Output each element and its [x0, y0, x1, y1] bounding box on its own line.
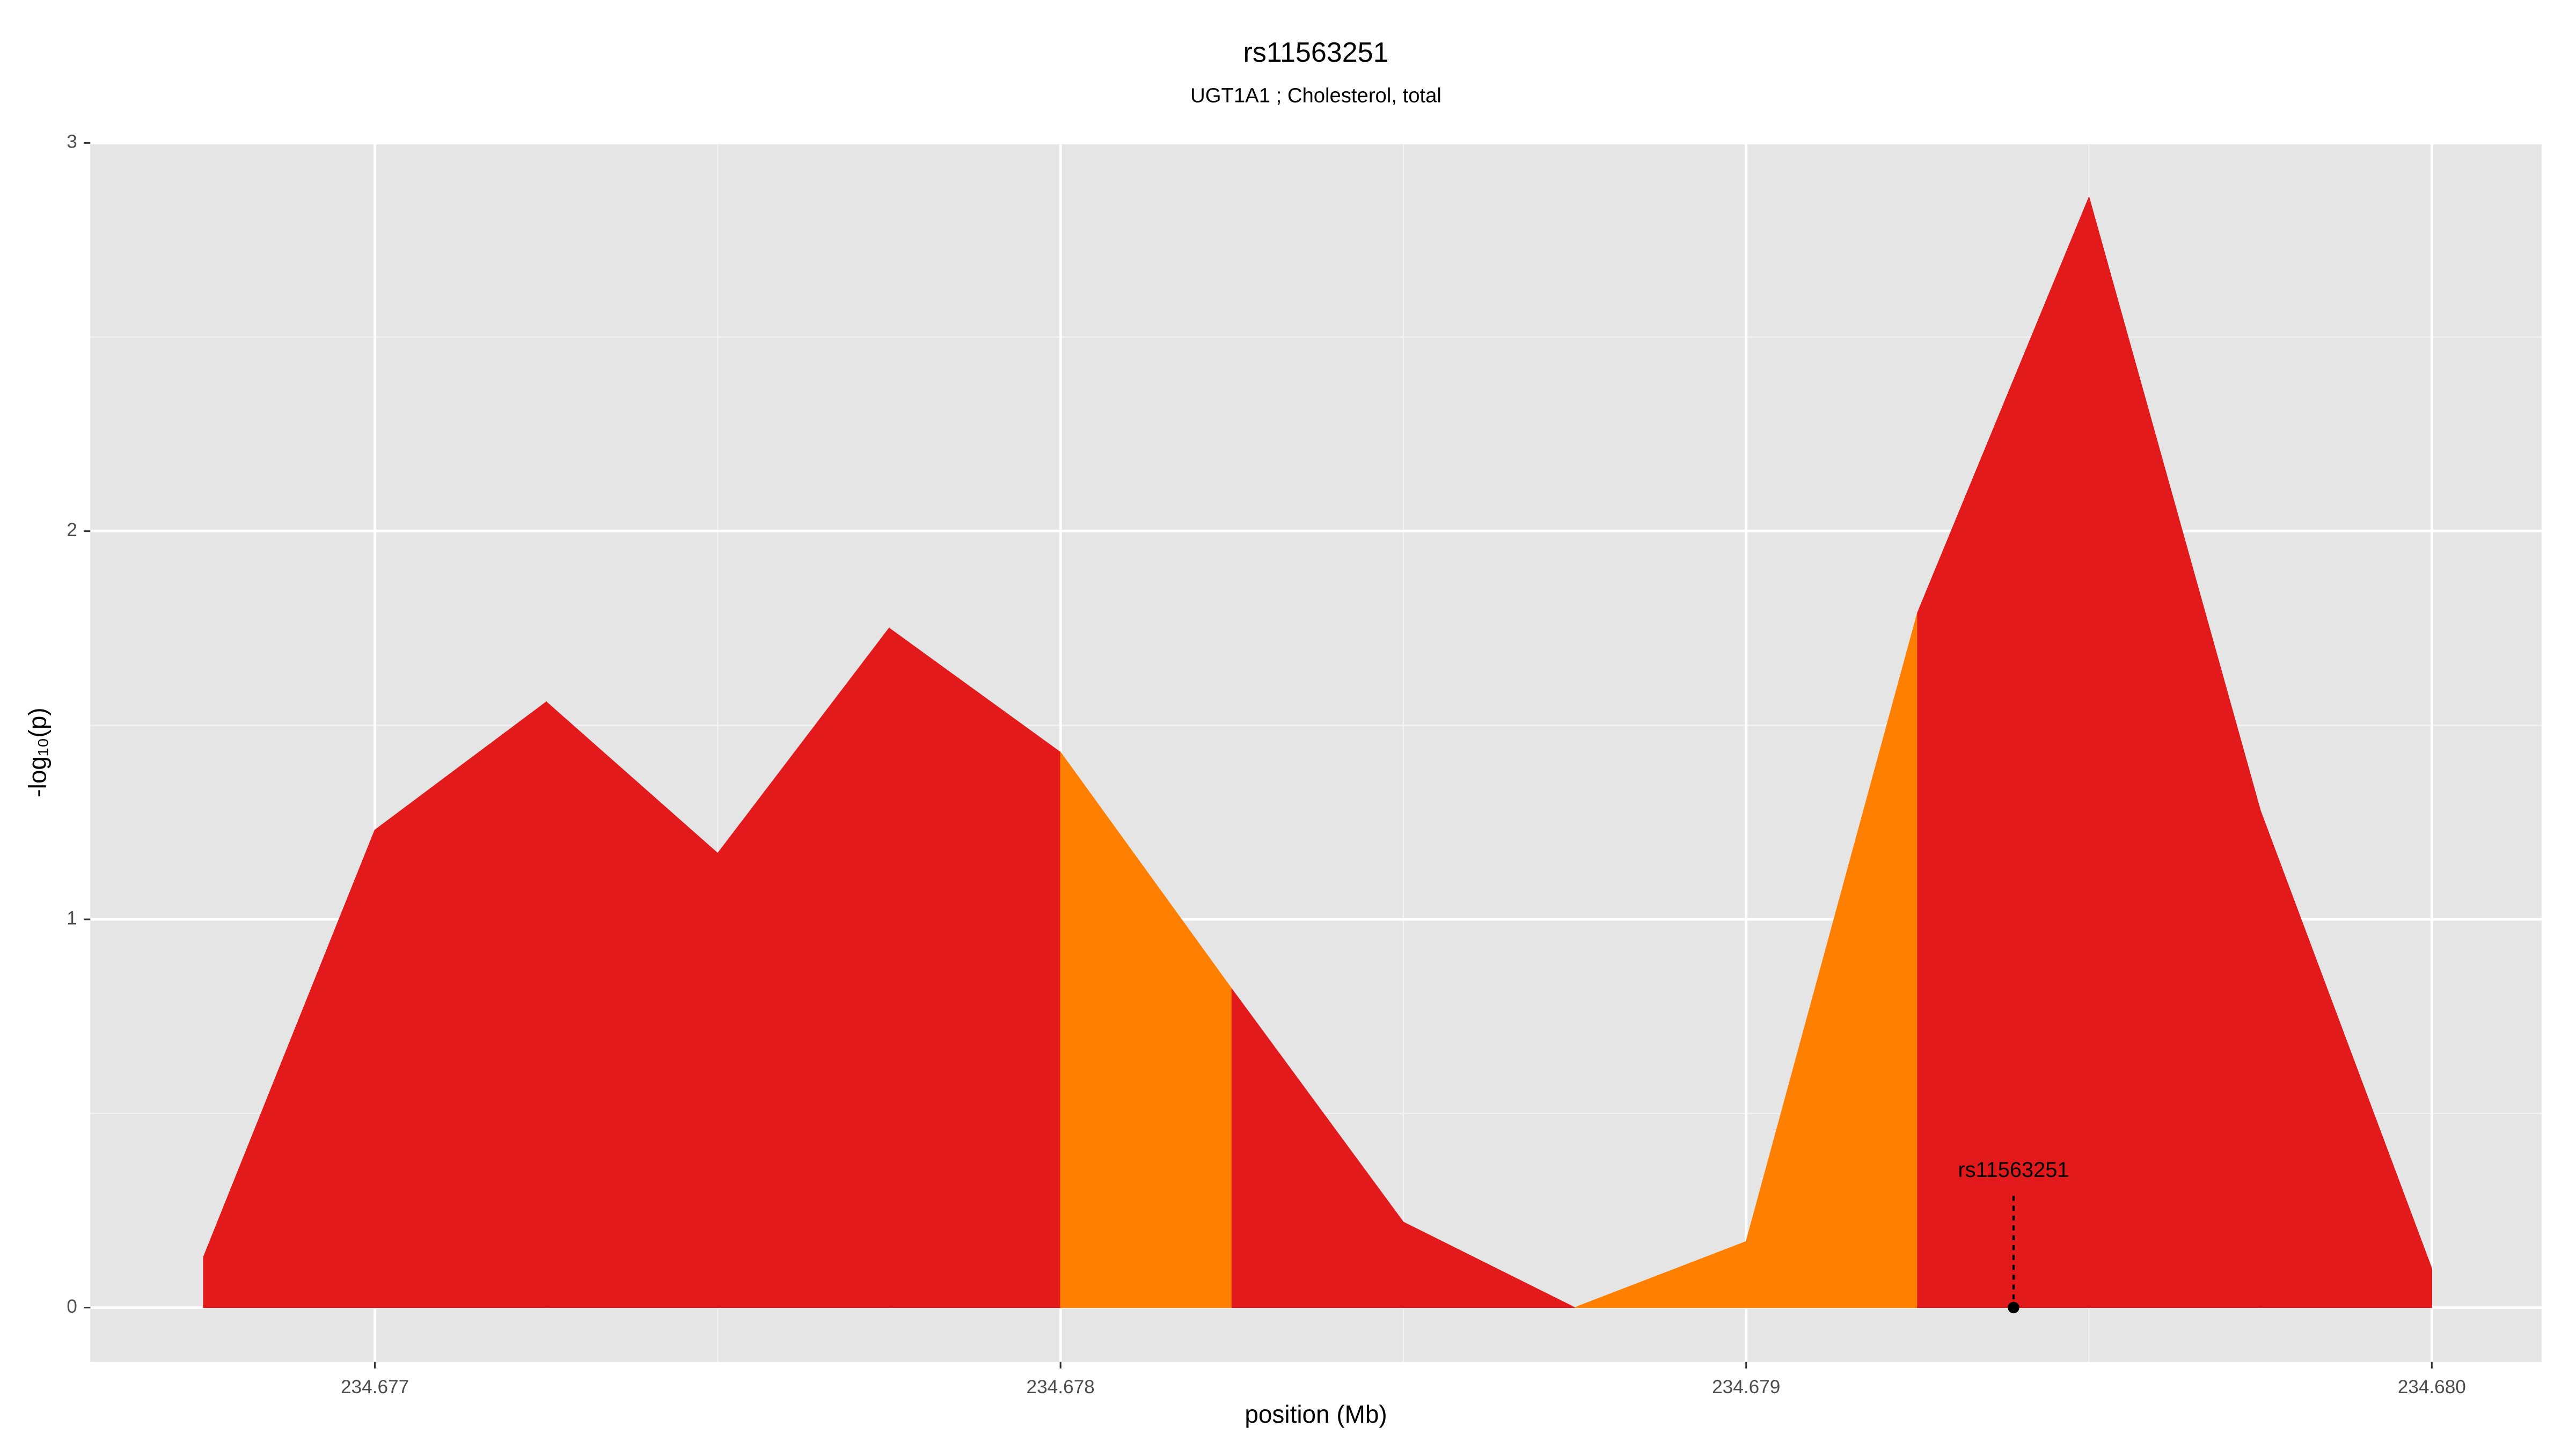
- y-tick-label: 2: [67, 519, 77, 540]
- y-tick-label: 3: [67, 131, 77, 152]
- y-axis-label: -log₁₀(p): [24, 707, 52, 797]
- area-segment: [2260, 810, 2433, 1308]
- x-tick-label: 234.679: [1712, 1377, 1780, 1397]
- x-tick-label: 234.678: [1027, 1377, 1095, 1397]
- x-tick-label: 234.677: [341, 1377, 409, 1397]
- x-axis-label: position (Mb): [1245, 1400, 1387, 1428]
- area-segment: [1403, 1221, 1575, 1308]
- annotation-point: [2008, 1301, 2019, 1314]
- chart-title: rs11563251: [1243, 37, 1389, 68]
- chart-subtitle: UGT1A1 ; Cholesterol, total: [1190, 84, 1441, 107]
- y-tick-label: 1: [67, 908, 77, 928]
- x-tick-label: 234.680: [2398, 1377, 2466, 1397]
- annotation-label: rs11563251: [1958, 1158, 2069, 1182]
- y-tick-label: 0: [67, 1296, 77, 1317]
- marks: rs11563251: [203, 197, 2433, 1314]
